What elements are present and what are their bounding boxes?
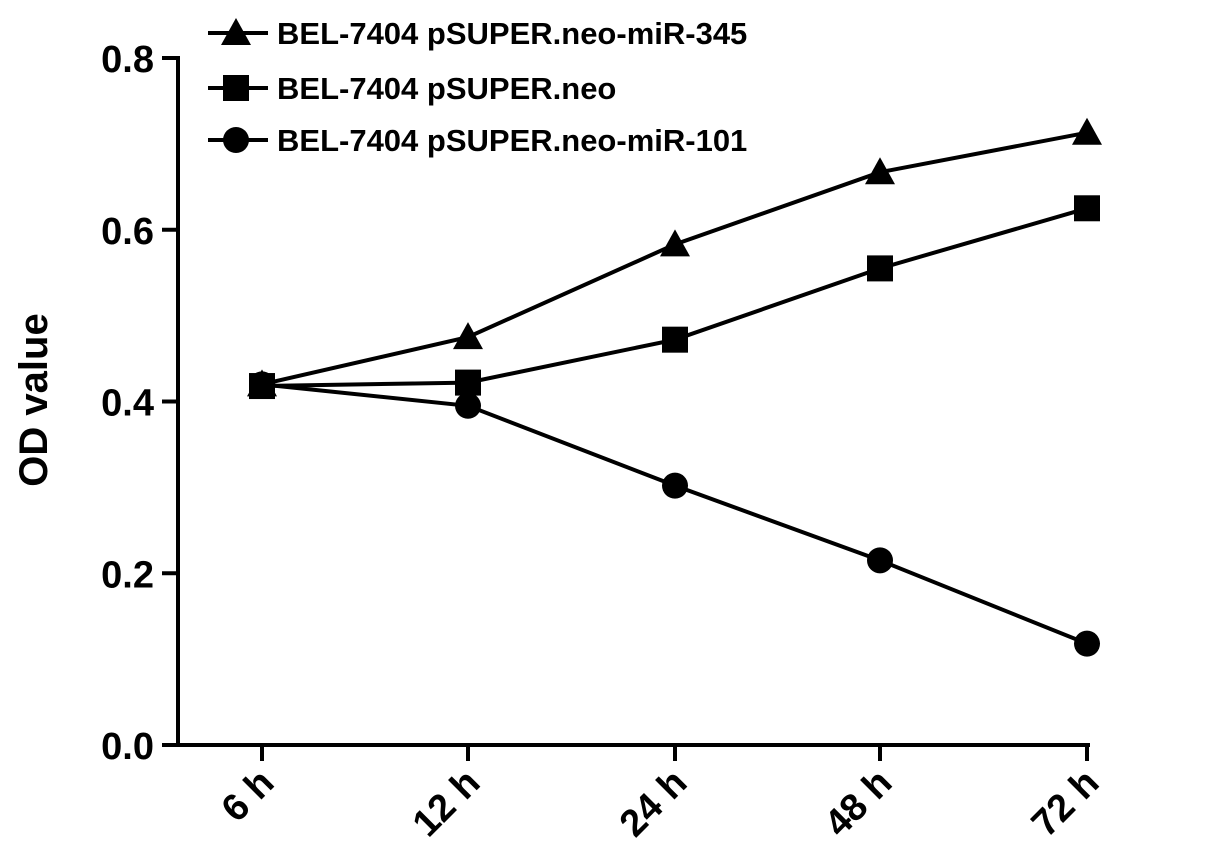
data-point-triangle: [660, 229, 690, 257]
data-point-circle: [662, 472, 688, 499]
legend-marker-circle: [223, 127, 249, 153]
legend-entry: BEL-7404 pSUPER.neo: [208, 71, 616, 106]
y-tick-label: 0.4: [101, 383, 154, 425]
series-line: [261, 382, 1088, 646]
series-circle: [249, 371, 1100, 657]
data-point-triangle: [865, 157, 895, 185]
data-point-square: [867, 255, 893, 282]
y-tick-label: 0.8: [101, 39, 154, 81]
data-point-triangle: [453, 322, 483, 350]
data-point-triangle: [1072, 117, 1102, 145]
x-tick-label: 12 h: [405, 762, 488, 845]
x-tick-label: 48 h: [817, 762, 900, 845]
data-point-circle: [249, 371, 275, 398]
data-point-square: [662, 326, 688, 353]
series-square: [249, 195, 1100, 400]
y-tick-label: 0.0: [101, 726, 154, 768]
x-tick-label: 24 h: [612, 762, 695, 845]
y-tick-label: 0.2: [101, 554, 154, 596]
x-tick-label: 6 h: [214, 762, 283, 831]
series-triangle: [247, 117, 1102, 397]
x-tick-label: 72 h: [1024, 762, 1107, 845]
y-tick-label: 0.6: [101, 211, 154, 253]
legend-entry: BEL-7404 pSUPER.neo-miR-345: [208, 16, 747, 51]
y-axis-title: OD value: [12, 313, 56, 486]
axes: 0.0 0.2 0.4 0.6 0.8 6 h 12 h 24 h 48 h 72 h: [101, 39, 1107, 845]
legend-label: BEL-7404 pSUPER.neo: [277, 71, 616, 106]
data-point-circle: [867, 547, 893, 574]
series-layer: [247, 117, 1102, 657]
data-point-square: [455, 369, 481, 396]
data-point-square: [1074, 195, 1100, 222]
legend-marker-triangle: [221, 18, 251, 45]
legend-entry: BEL-7404 pSUPER.neo-miR-101: [208, 123, 747, 158]
legend-label: BEL-7404 pSUPER.neo-miR-345: [277, 16, 747, 51]
legend-label: BEL-7404 pSUPER.neo-miR-101: [277, 123, 747, 158]
legend: BEL-7404 pSUPER.neo-miR-345 BEL-7404 pSUP…: [208, 16, 747, 158]
data-point-circle: [1074, 630, 1100, 657]
data-point-circle: [455, 392, 481, 419]
legend-marker-square: [223, 75, 249, 101]
